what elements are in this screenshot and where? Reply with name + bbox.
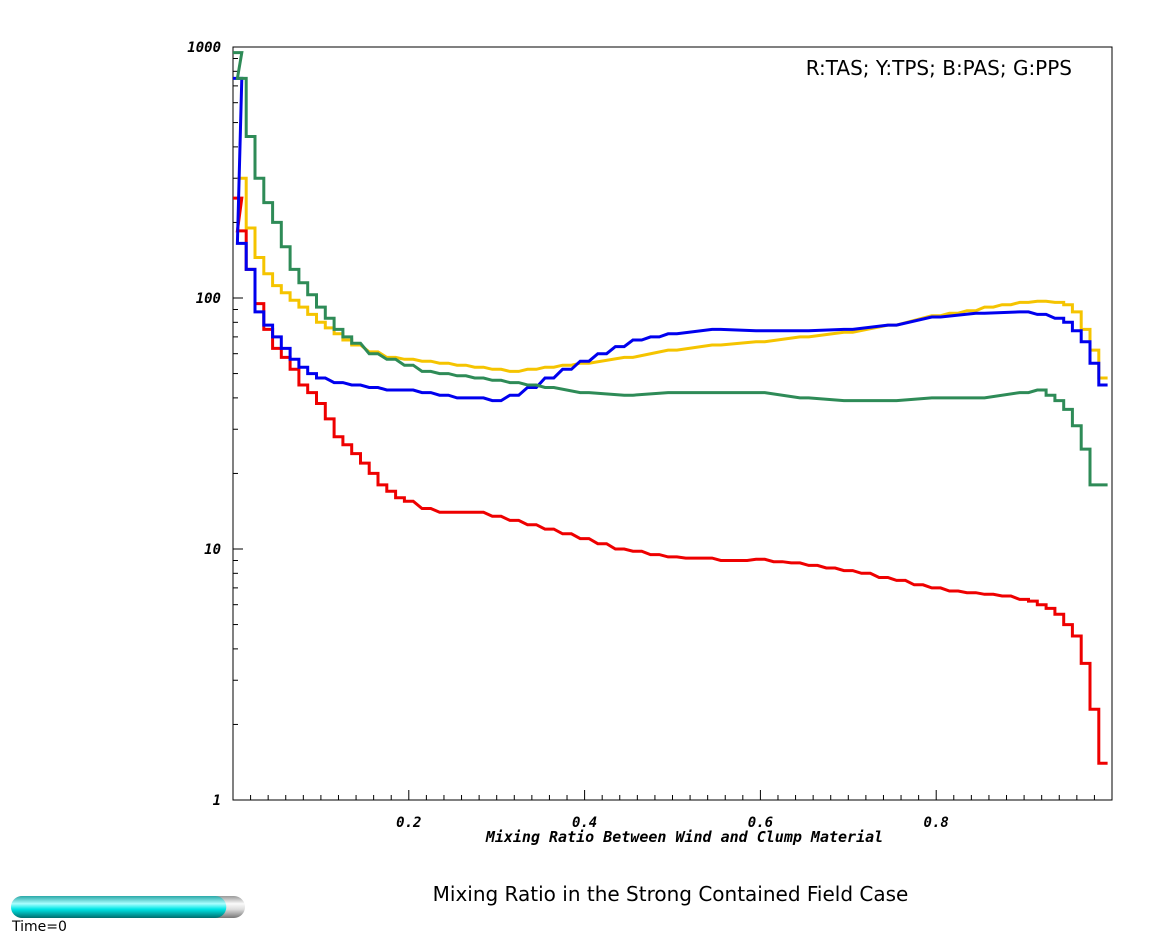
y-tick-label: 1000 — [187, 40, 221, 56]
axis-ticks — [233, 46, 1095, 801]
y-tick-label: 100 — [196, 291, 221, 307]
chart-title: Mixing Ratio in the Strong Contained Fie… — [432, 882, 909, 906]
legend: R:TAS; Y:TPS; B:PAS; G:PPS — [806, 56, 1072, 80]
series-line-r — [233, 196, 1108, 765]
plot-frame — [232, 46, 1113, 801]
time-bar-fill — [11, 896, 227, 918]
x-tick-label: 0.4 — [572, 815, 597, 831]
series-line-b — [233, 76, 1108, 403]
x-tick-label: 0.8 — [924, 815, 949, 831]
series-line-y — [237, 176, 1108, 380]
time-label: Time=0 — [12, 919, 67, 935]
tick-labels: 0.2 0.4 0.6 0.8 1 10 100 1000 — [187, 40, 949, 831]
time-progress-bar — [11, 896, 245, 918]
y-tick-label: 10 — [204, 542, 221, 558]
series-group — [233, 51, 1108, 765]
x-tick-label: 0.6 — [748, 815, 773, 831]
x-axis-label: Mixing Ratio Between Wind and Clump Mate… — [485, 828, 883, 846]
y-tick-label: 1 — [213, 793, 221, 809]
x-tick-label: 0.2 — [396, 815, 421, 831]
series-line-g — [233, 51, 1108, 487]
